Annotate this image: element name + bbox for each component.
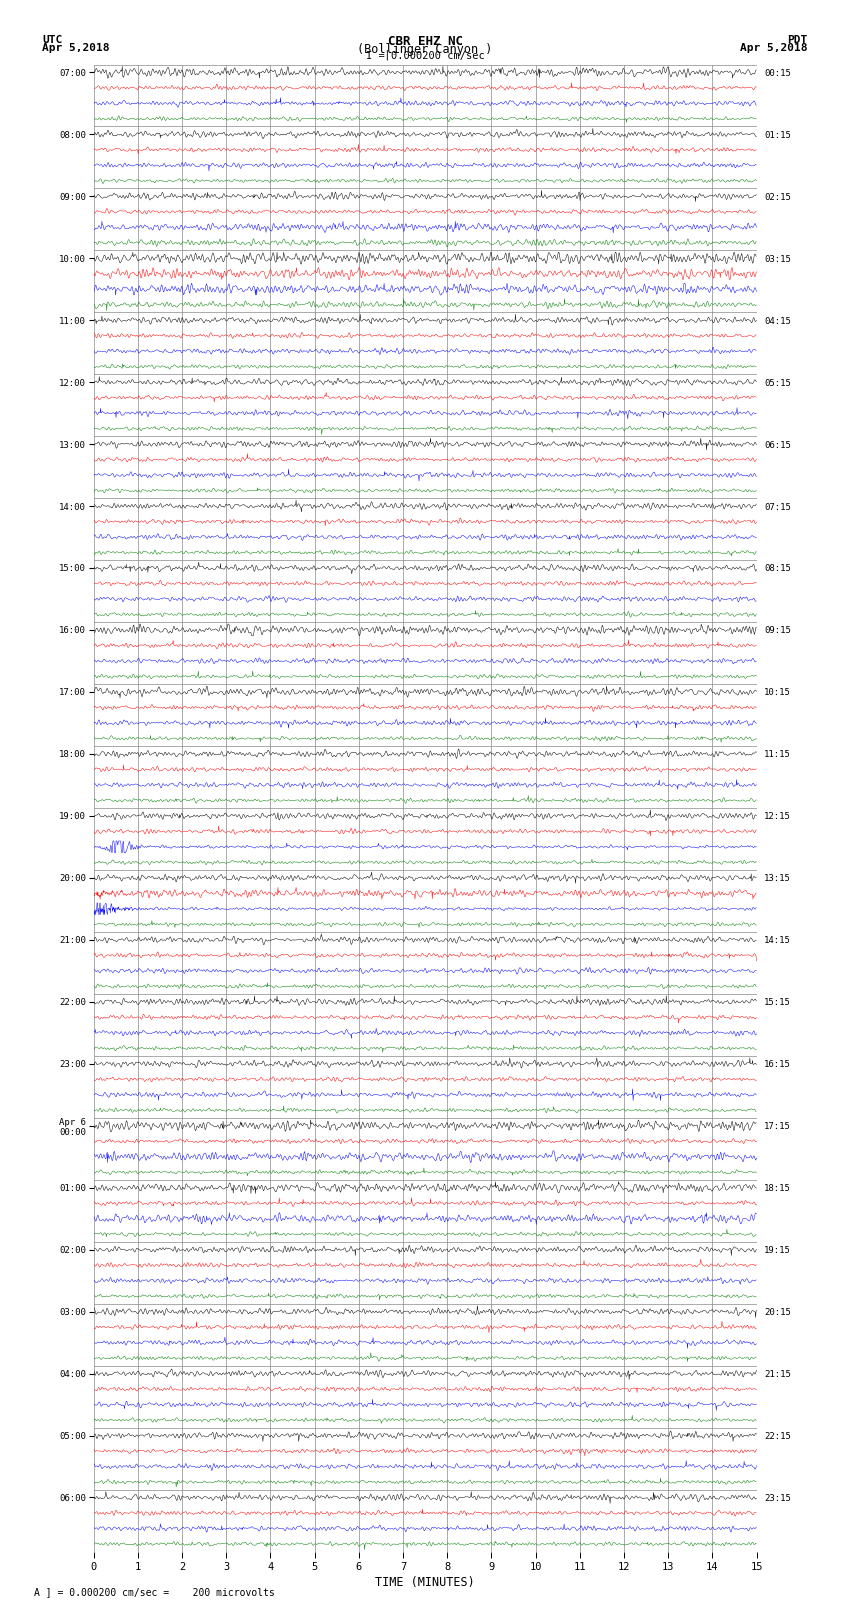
Text: PDT: PDT — [787, 35, 808, 45]
Text: Apr 5,2018: Apr 5,2018 — [740, 44, 808, 53]
Text: CBR EHZ NC: CBR EHZ NC — [388, 35, 462, 48]
Text: |: | — [383, 50, 390, 60]
X-axis label: TIME (MINUTES): TIME (MINUTES) — [375, 1576, 475, 1589]
Text: (Bollinger Canyon ): (Bollinger Canyon ) — [357, 44, 493, 56]
Text: I = 0.000200 cm/sec: I = 0.000200 cm/sec — [366, 50, 484, 61]
Text: UTC: UTC — [42, 35, 63, 45]
Text: Apr 5,2018: Apr 5,2018 — [42, 44, 110, 53]
Text: A ] = 0.000200 cm/sec =    200 microvolts: A ] = 0.000200 cm/sec = 200 microvolts — [34, 1587, 275, 1597]
